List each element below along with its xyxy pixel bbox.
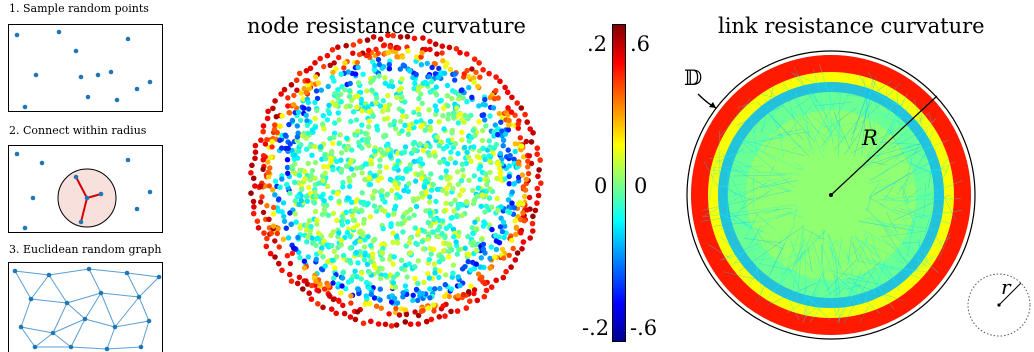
- disk-symbol: 𝔻: [684, 66, 702, 90]
- radius-label-R: R: [862, 126, 878, 150]
- radius-label-r: r: [1001, 275, 1011, 299]
- small-radius-center: [997, 303, 1000, 306]
- disk-center: [829, 193, 833, 197]
